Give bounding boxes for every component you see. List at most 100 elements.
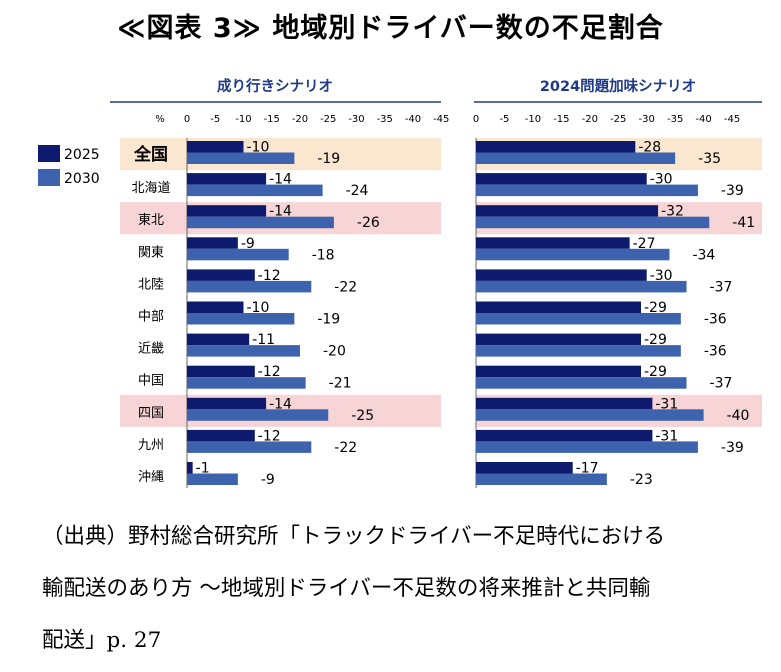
bar-2-2030-5: [476, 280, 687, 293]
data-label-2-2030-6: -36: [704, 312, 727, 328]
data-label-1-2030-10: -22: [334, 440, 357, 456]
bar-2-2030-1: [476, 152, 676, 164]
tick-label-2-2: -5: [499, 114, 509, 125]
bar-2-2025-1: [476, 141, 636, 153]
data-label-2-2025-3: -32: [661, 204, 684, 220]
bar-2-2025-2: [476, 173, 647, 185]
bar-2-2030-3: [476, 216, 710, 229]
source-citation-line-1: （出典）野村総合研究所「トラックドライバー不足時代における: [42, 524, 666, 549]
panel-title-2: 2024問題加味シナリオ: [540, 77, 696, 95]
data-label-2-2030-3: -41: [732, 215, 755, 231]
bar-2-2030-9: [476, 409, 704, 421]
data-label-2-2030-8: -37: [710, 376, 733, 392]
legend-label-2025: 2025: [64, 147, 100, 163]
tick-label-1-8: -35: [377, 114, 393, 125]
data-label-1-2030-9: -25: [351, 408, 374, 424]
category-label-2: 北海道: [131, 181, 170, 196]
bar-2-2030-4: [476, 248, 670, 261]
data-label-1-2025-7: -11: [252, 332, 275, 348]
bar-1-2030-5: [187, 280, 312, 293]
tick-label-1-6: -25: [320, 114, 336, 125]
bar-2-2030-7: [476, 345, 681, 357]
tick-label-2-3: -10: [525, 114, 541, 125]
data-label-1-2030-11: -9: [261, 472, 275, 488]
bar-2-2030-11: [476, 473, 607, 485]
data-label-2-2025-11: -17: [576, 461, 599, 477]
bar-1-2030-9: [187, 409, 329, 421]
bar-2-2030-8: [476, 377, 687, 389]
bar-1-2030-4: [187, 248, 289, 261]
bar-1-2025-11: [187, 462, 193, 474]
bar-2-2030-2: [476, 184, 698, 197]
bar-1-2030-2: [187, 184, 323, 197]
bar-2-2025-8: [476, 365, 642, 378]
data-label-2-2025-9: -31: [655, 396, 678, 412]
data-label-2-2025-8: -29: [644, 364, 667, 380]
bar-2-2025-5: [476, 269, 647, 281]
data-label-2-2025-7: -29: [644, 332, 667, 348]
tick-label-1-7: -30: [348, 114, 364, 125]
bar-1-2025-9: [187, 397, 267, 410]
data-label-2-2025-4: -27: [633, 236, 656, 252]
bar-1-2030-11: [187, 473, 238, 485]
data-label-2-2030-4: -34: [692, 247, 715, 263]
category-label-7: 近畿: [138, 342, 164, 357]
data-label-2-2025-6: -29: [644, 300, 667, 316]
bar-2-2030-10: [476, 441, 698, 453]
bar-1-2025-4: [187, 237, 238, 249]
bar-1-2025-10: [187, 429, 255, 442]
data-label-1-2025-3: -14: [269, 204, 292, 220]
bar-2-2030-6: [476, 313, 681, 325]
legend-label-2030: 2030: [64, 171, 100, 187]
tick-label-1-1: 0: [184, 114, 190, 125]
data-label-1-2030-7: -20: [323, 344, 346, 360]
bar-2-2025-4: [476, 237, 630, 249]
bar-1-2030-8: [187, 377, 306, 389]
data-label-1-2030-5: -22: [334, 279, 357, 295]
data-label-2-2030-11: -23: [630, 472, 653, 488]
bar-1-2030-7: [187, 345, 300, 357]
category-label-8: 中国: [138, 374, 164, 389]
data-label-1-2025-1: -10: [247, 140, 270, 156]
bar-2-2025-6: [476, 301, 642, 313]
bar-2-2025-7: [476, 333, 642, 346]
bar-1-2030-3: [187, 216, 334, 229]
data-label-2-2030-1: -35: [698, 151, 721, 167]
data-label-2-2030-9: -40: [727, 408, 750, 424]
data-label-1-2030-8: -21: [329, 376, 352, 392]
bar-1-2025-8: [187, 365, 255, 378]
bar-1-2030-6: [187, 313, 295, 325]
tick-label-2-1: 0: [473, 114, 479, 125]
data-label-1-2030-2: -24: [346, 183, 369, 199]
data-label-2-2025-5: -30: [650, 268, 673, 284]
data-label-2-2030-7: -36: [704, 344, 727, 360]
tick-label-1-10: -45: [433, 114, 449, 125]
data-label-1-2030-6: -19: [317, 312, 340, 328]
source-citation-line-2: 輸配送のあり方 ～地域別ドライバー不足数の将来推計と共同輸: [42, 576, 651, 601]
category-label-3: 東北: [138, 212, 164, 228]
bar-1-2025-2: [187, 173, 267, 185]
data-label-2-2025-1: -28: [638, 140, 661, 156]
panel-title-1: 成り行きシナリオ: [217, 77, 333, 95]
tick-label-2-8: -35: [667, 114, 683, 125]
bar-1-2025-1: [187, 141, 244, 153]
bar-1-2025-7: [187, 333, 250, 346]
bar-2-2025-9: [476, 397, 653, 410]
bar-1-2025-5: [187, 269, 255, 281]
tick-label-1-9: -40: [405, 114, 421, 125]
tick-label-1-5: -20: [292, 114, 308, 125]
data-label-1-2030-1: -19: [317, 151, 340, 167]
data-label-1-2025-10: -12: [258, 428, 281, 444]
legend-swatch-2030: [38, 169, 60, 186]
category-label-5: 北陸: [138, 276, 164, 292]
data-label-1-2025-8: -12: [258, 364, 281, 380]
data-label-1-2025-9: -14: [269, 396, 292, 412]
category-label-11: 沖縄: [138, 470, 164, 485]
tick-label-2-6: -25: [610, 114, 626, 125]
bar-1-2030-10: [187, 441, 312, 453]
data-label-1-2025-5: -12: [258, 268, 281, 284]
data-label-1-2030-4: -18: [312, 247, 335, 263]
tick-label-2-9: -40: [695, 114, 711, 125]
data-label-2-2030-5: -37: [710, 279, 733, 295]
